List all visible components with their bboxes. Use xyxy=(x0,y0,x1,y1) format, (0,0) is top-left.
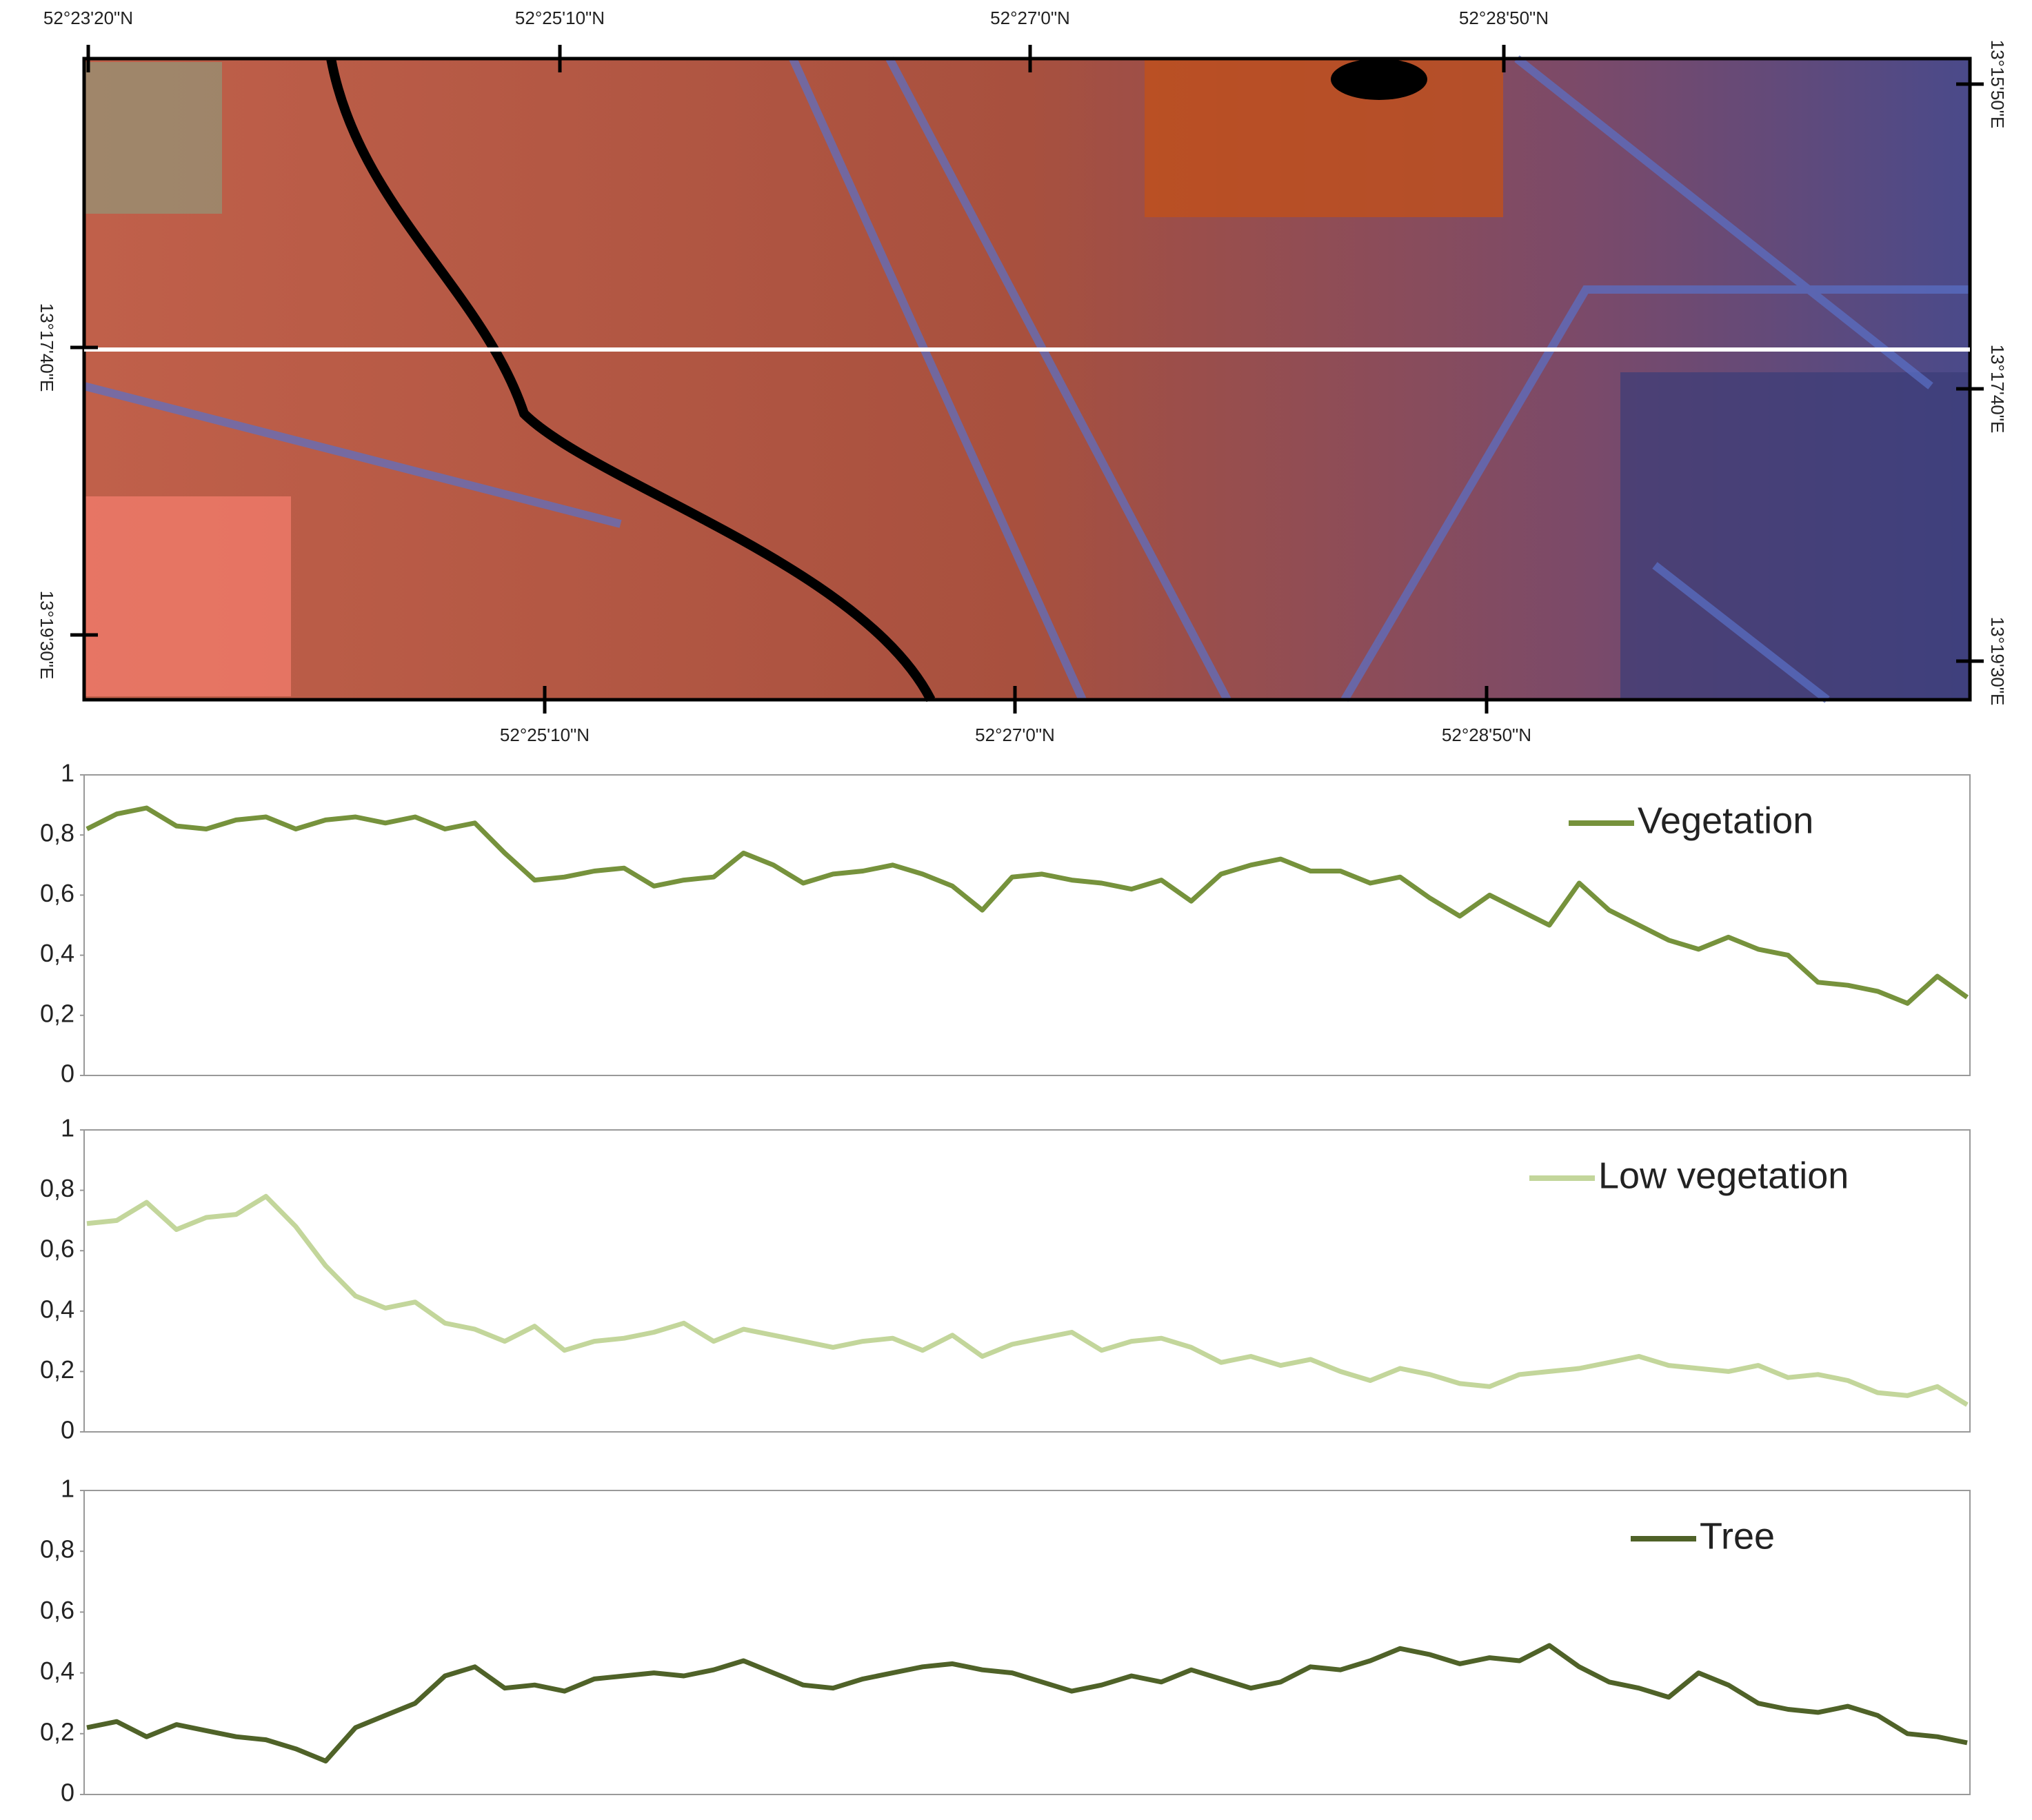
satellite-image xyxy=(82,55,1972,703)
y-tick-label: 0,6 xyxy=(40,1596,74,1624)
y-tick-label: 1 xyxy=(61,1475,74,1503)
coordinate-label: 52°28'50"N xyxy=(1459,8,1549,28)
y-tick-label: 0,4 xyxy=(40,1657,74,1685)
y-tick-label: 0,6 xyxy=(40,879,74,907)
coordinate-label: 52°27'0"N xyxy=(990,8,1070,28)
legend-label: Low vegetation xyxy=(1598,1155,1849,1196)
coordinate-label: 52°27'0"N xyxy=(975,725,1055,745)
coordinate-label: 52°25'10"N xyxy=(500,725,590,745)
coordinate-label: 13°19'30"E xyxy=(1987,617,2008,706)
y-tick-label: 0,2 xyxy=(40,1355,74,1384)
coordinate-label: 52°25'10"N xyxy=(515,8,605,28)
coordinate-label: 13°19'30"E xyxy=(37,591,57,680)
y-tick-label: 0,8 xyxy=(40,1174,74,1202)
y-tick-label: 0,4 xyxy=(40,939,74,967)
coordinate-label: 52°23'20"N xyxy=(43,8,133,28)
y-tick-label: 0 xyxy=(61,1779,74,1807)
legend-label: Vegetation xyxy=(1638,800,1813,841)
line-chart: 0 0,2 0,4 0,6 0,8 1 Tree xyxy=(40,1475,1971,1807)
y-tick-label: 0,4 xyxy=(40,1295,74,1323)
y-tick-label: 0 xyxy=(61,1416,74,1444)
data-line xyxy=(86,1193,1969,1407)
plot-area xyxy=(83,1129,1971,1433)
data-line xyxy=(85,805,1969,1006)
y-tick-label: 1 xyxy=(61,1114,74,1142)
legend-label: Tree xyxy=(1700,1515,1775,1557)
y-tick-label: 0,6 xyxy=(40,1235,74,1263)
coordinate-label: 13°17'40"E xyxy=(37,303,57,392)
y-tick-label: 0,2 xyxy=(40,1717,74,1746)
coordinate-label: 13°15'50"E xyxy=(1987,40,2008,129)
y-tick-label: 0,2 xyxy=(40,999,74,1027)
y-tick-label: 0,8 xyxy=(40,1535,74,1564)
y-tick-label: 0 xyxy=(61,1060,74,1088)
plot-area xyxy=(83,774,1971,1076)
y-tick-label: 1 xyxy=(61,759,74,787)
data-line xyxy=(86,1643,1968,1763)
y-tick-label: 0,8 xyxy=(40,819,74,847)
line-chart: 0 0,2 0,4 0,6 0,8 1 Vegetation xyxy=(40,759,1971,1088)
line-chart: 0 0,2 0,4 0,6 0,8 1 Low vegetation xyxy=(40,1114,1971,1444)
coordinate-label: 13°17'40"E xyxy=(1987,345,2008,434)
coordinate-label: 52°28'50"N xyxy=(1442,725,1531,745)
